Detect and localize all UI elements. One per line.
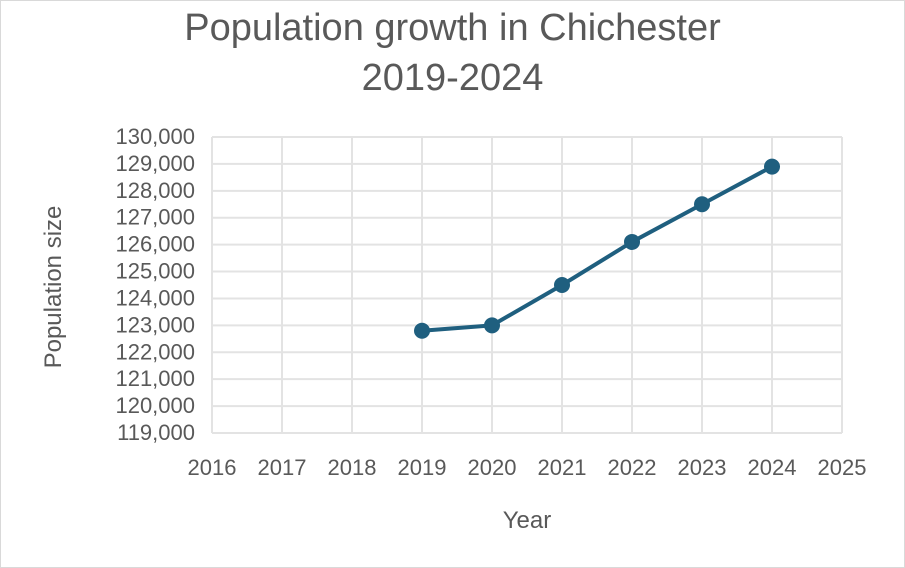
x-tick-label: 2024 [748,455,797,480]
chart-title-line-1: Population growth in Chichester [184,7,721,49]
y-axis-title: Population size [40,206,67,369]
data-point-marker [764,158,780,175]
y-tick-label: 129,000 [115,151,195,176]
x-tick-label: 2025 [818,455,867,480]
x-tick-label: 2019 [398,455,447,480]
y-tick-label: 127,000 [115,205,195,230]
data-point-marker [624,233,640,250]
y-tick-label: 122,000 [115,339,195,364]
series [414,158,780,339]
chart-title: Population growth in Chichester 2019-202… [1,3,904,103]
x-tick-label: 2020 [468,455,517,480]
grid [211,136,843,434]
y-tick-label: 123,000 [115,312,195,337]
series-line [420,164,774,333]
y-tick-label: 126,000 [115,232,195,257]
x-tick-label: 2016 [188,455,237,480]
y-tick-label: 128,000 [115,178,195,203]
x-tick-label: 2017 [258,455,307,480]
data-point-marker [484,317,500,334]
x-tick-label: 2018 [328,455,377,480]
data-point-marker [694,196,710,213]
y-tick-label: 119,000 [117,420,195,445]
y-tick-label: 124,000 [115,285,195,310]
x-tick-label: 2021 [538,455,587,480]
data-point-marker [414,322,430,339]
axis-ticks: 119,000120,000121,000122,000123,000124,0… [115,124,866,480]
y-tick-label: 125,000 [115,259,195,284]
x-tick-label: 2023 [678,455,727,480]
data-point-marker [554,277,570,293]
x-tick-label: 2022 [608,455,657,480]
y-tick-label: 130,000 [115,124,195,149]
x-axis-title: Year [503,507,552,534]
y-tick-label: 120,000 [115,393,195,418]
y-tick-label: 121,000 [115,366,195,391]
chart-title-line-2: 2019-2024 [361,57,544,99]
